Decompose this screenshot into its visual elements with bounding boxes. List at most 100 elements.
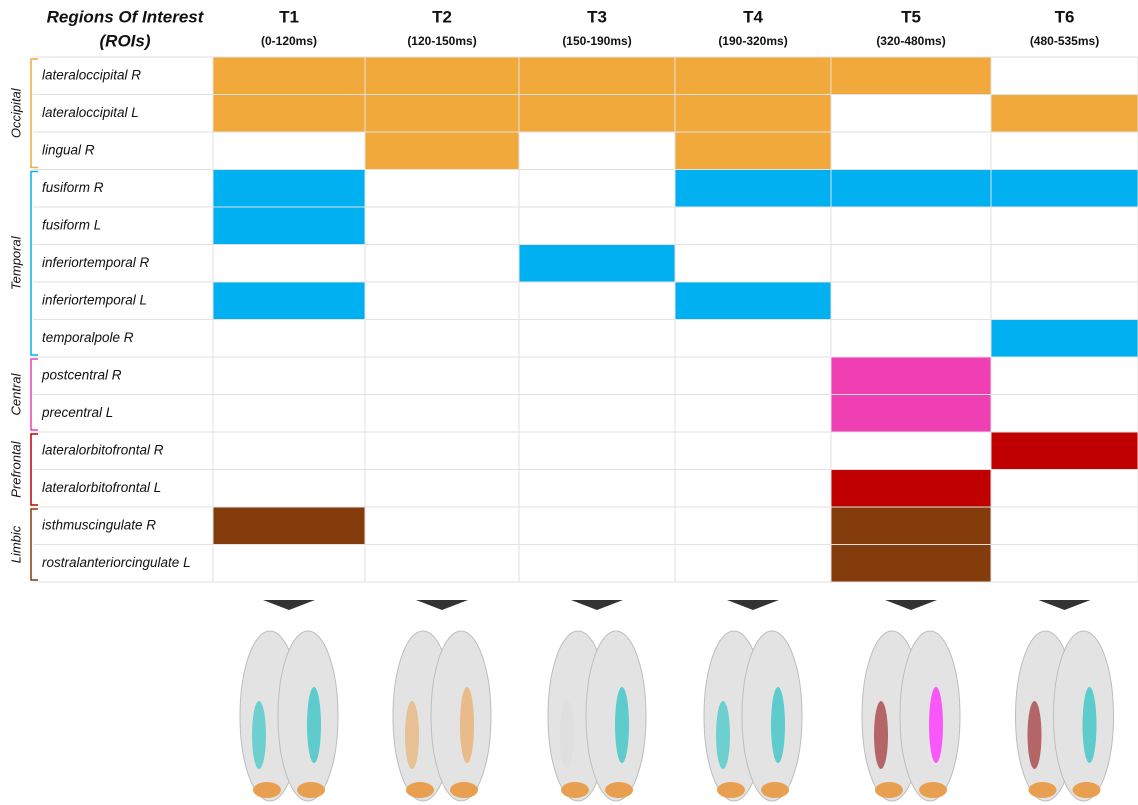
roi-cell [991, 94, 1138, 132]
roi-cell [831, 394, 991, 432]
roi-cell [991, 319, 1138, 357]
group-label: Limbic [8, 525, 23, 563]
roi-cell [991, 394, 1138, 432]
roi-label: lingual R [42, 142, 95, 157]
column-label: T3 [587, 7, 607, 26]
group-label: Prefrontal [8, 440, 23, 497]
column-label: T6 [1055, 7, 1075, 26]
roi-cell [213, 469, 365, 507]
group-bracket [30, 508, 38, 581]
roi-cell [519, 432, 675, 470]
brain-region [405, 701, 419, 769]
roi-cell [675, 544, 831, 582]
roi-cell [519, 132, 675, 170]
roi-cell [831, 169, 991, 207]
brain-region [874, 701, 888, 769]
roi-cell [991, 207, 1138, 245]
roi-cell [365, 319, 519, 357]
roi-cell [675, 169, 831, 207]
arrow [1038, 600, 1091, 610]
roi-cell [519, 169, 675, 207]
roi-cell [519, 207, 675, 245]
roi-label: fusiform L [42, 217, 101, 232]
roi-cell [213, 357, 365, 395]
roi-cell [991, 432, 1138, 470]
arrow [727, 600, 779, 610]
roi-cell [991, 357, 1138, 395]
brain-region [717, 782, 745, 798]
roi-cell [365, 282, 519, 320]
roi-cell [365, 207, 519, 245]
roi-cell [519, 94, 675, 132]
roi-cell [675, 319, 831, 357]
roi-label: inferiortemporal R [42, 255, 150, 270]
roi-cell [675, 432, 831, 470]
roi-cell [831, 207, 991, 245]
arrow [885, 600, 937, 610]
roi-cell [519, 57, 675, 95]
brain [547, 630, 647, 802]
brain-region [406, 782, 434, 798]
brain-region [1027, 701, 1042, 769]
roi-cell [991, 132, 1138, 170]
roi-cell [519, 507, 675, 545]
brain-region [615, 687, 629, 763]
roi-cell [519, 469, 675, 507]
roi-cell [365, 244, 519, 282]
roi-cell [675, 282, 831, 320]
brain-region [560, 701, 574, 769]
roi-label: precentral L [41, 405, 113, 420]
roi-cell [991, 282, 1138, 320]
brain [239, 630, 339, 802]
roi-cell [675, 132, 831, 170]
roi-cell [213, 169, 365, 207]
column-label: T2 [432, 7, 452, 26]
brain-region [875, 782, 903, 798]
roi-label: isthmuscingulate R [42, 517, 156, 532]
group-bracket [30, 358, 38, 431]
roi-cell [365, 432, 519, 470]
roi-cell [831, 357, 991, 395]
group-bracket [30, 170, 38, 356]
brain [1015, 630, 1114, 802]
roi-label: inferiortemporal L [42, 292, 147, 307]
roi-cell [831, 94, 991, 132]
column-range: (320-480ms) [876, 34, 945, 48]
roi-label: lateralorbitofrontal R [42, 442, 164, 457]
roi-cell [519, 282, 675, 320]
roi-label: lateralorbitofrontal L [42, 480, 161, 495]
brain [861, 630, 961, 802]
roi-cell [831, 132, 991, 170]
group-label: Occipital [8, 87, 23, 138]
brain-region [253, 782, 281, 798]
roi-cell [675, 244, 831, 282]
roi-cell [831, 282, 991, 320]
roi-label: lateraloccipital R [42, 67, 141, 82]
brain-region [771, 687, 785, 763]
brain-region [297, 782, 325, 798]
roi-cell [213, 394, 365, 432]
roi-cell [831, 507, 991, 545]
roi-label: postcentral R [41, 367, 122, 382]
roi-cell [831, 319, 991, 357]
brain-region [1082, 687, 1097, 763]
roi-cell [991, 169, 1138, 207]
brain-region [605, 782, 633, 798]
roi-cell [831, 244, 991, 282]
roi-cell [213, 132, 365, 170]
brain-region [561, 782, 589, 798]
roi-cell [991, 469, 1138, 507]
column-label: T4 [743, 7, 763, 26]
brain-region [307, 687, 321, 763]
roi-cell [365, 94, 519, 132]
roi-label: temporalpole R [42, 330, 134, 345]
roi-cell [519, 394, 675, 432]
column-label: T1 [279, 7, 299, 26]
roi-cell [365, 544, 519, 582]
roi-header: Regions Of Interest [47, 7, 205, 26]
column-label: T5 [901, 7, 921, 26]
roi-cell [519, 244, 675, 282]
brain-region [1028, 782, 1057, 798]
roi-cell [675, 357, 831, 395]
roi-label: lateraloccipital L [42, 105, 139, 120]
